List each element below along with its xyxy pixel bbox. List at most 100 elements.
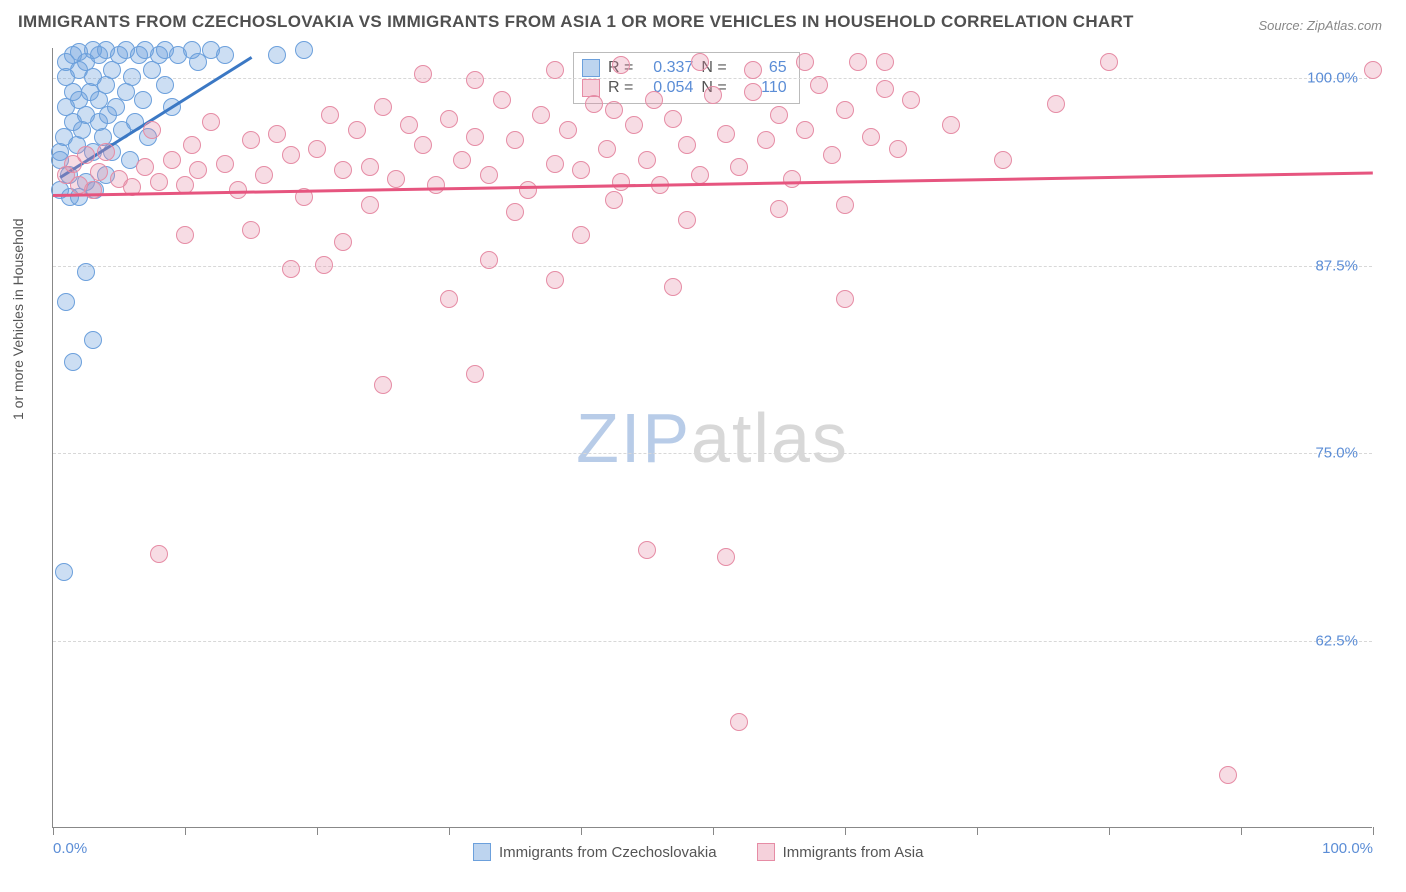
data-point	[862, 128, 880, 146]
data-point	[348, 121, 366, 139]
data-point	[64, 353, 82, 371]
data-point	[334, 161, 352, 179]
data-point	[315, 256, 333, 274]
watermark: ZIPatlas	[576, 398, 849, 478]
data-point	[334, 233, 352, 251]
x-tick-label: 0.0%	[53, 840, 87, 857]
data-point	[519, 181, 537, 199]
data-point	[123, 68, 141, 86]
data-point	[361, 158, 379, 176]
data-point	[183, 136, 201, 154]
swatch-pink-icon	[757, 843, 775, 861]
data-point	[176, 226, 194, 244]
x-tick	[317, 827, 318, 835]
legend-label-blue: Immigrants from Czechoslovakia	[499, 844, 717, 861]
data-point	[506, 131, 524, 149]
data-point	[638, 541, 656, 559]
data-point	[374, 376, 392, 394]
data-point	[585, 95, 603, 113]
stat-r-label: R =	[608, 79, 633, 97]
data-point	[796, 53, 814, 71]
data-point	[134, 91, 152, 109]
data-point	[414, 65, 432, 83]
data-point	[414, 136, 432, 154]
swatch-blue-icon	[582, 59, 600, 77]
data-point	[678, 136, 696, 154]
data-point	[374, 98, 392, 116]
gridline	[53, 78, 1372, 79]
data-point	[268, 125, 286, 143]
data-point	[691, 166, 709, 184]
legend-label-pink: Immigrants from Asia	[783, 844, 924, 861]
x-tick	[1373, 827, 1374, 835]
data-point	[598, 140, 616, 158]
gridline	[53, 266, 1372, 267]
data-point	[678, 211, 696, 229]
data-point	[480, 166, 498, 184]
data-point	[744, 83, 762, 101]
data-point	[572, 226, 590, 244]
x-tick	[581, 827, 582, 835]
data-point	[90, 163, 108, 181]
data-point	[466, 128, 484, 146]
data-point	[546, 61, 564, 79]
x-tick	[713, 827, 714, 835]
data-point	[427, 176, 445, 194]
data-point	[268, 46, 286, 64]
x-tick	[53, 827, 54, 835]
data-point	[942, 116, 960, 134]
data-point	[216, 46, 234, 64]
data-point	[532, 106, 550, 124]
data-point	[1364, 61, 1382, 79]
stat-r-blue: 0.337	[641, 59, 693, 77]
data-point	[387, 170, 405, 188]
data-point	[744, 61, 762, 79]
data-point	[295, 41, 313, 59]
data-point	[717, 125, 735, 143]
data-point	[836, 196, 854, 214]
gridline	[53, 453, 1372, 454]
data-point	[1219, 766, 1237, 784]
data-point	[836, 290, 854, 308]
data-point	[757, 131, 775, 149]
data-point	[889, 140, 907, 158]
data-point	[717, 548, 735, 566]
data-point	[664, 110, 682, 128]
data-point	[730, 158, 748, 176]
data-point	[783, 170, 801, 188]
watermark-atlas: atlas	[691, 399, 849, 477]
trend-line	[53, 171, 1373, 196]
y-axis-title: 1 or more Vehicles in Household	[10, 218, 26, 420]
data-point	[361, 196, 379, 214]
y-tick-label: 100.0%	[1307, 70, 1358, 87]
data-point	[282, 146, 300, 164]
data-point	[605, 191, 623, 209]
data-point	[1047, 95, 1065, 113]
data-point	[84, 331, 102, 349]
data-point	[466, 71, 484, 89]
data-point	[97, 143, 115, 161]
data-point	[836, 101, 854, 119]
bottom-legend: Immigrants from Czechoslovakia Immigrant…	[473, 843, 923, 861]
data-point	[466, 365, 484, 383]
data-point	[321, 106, 339, 124]
data-point	[645, 91, 663, 109]
scatter-plot: ZIPatlas R = 0.337 N = 65 R = 0.054 N = …	[52, 48, 1372, 828]
y-tick-label: 87.5%	[1315, 257, 1358, 274]
data-point	[163, 151, 181, 169]
x-tick	[449, 827, 450, 835]
data-point	[730, 713, 748, 731]
swatch-blue-icon	[473, 843, 491, 861]
data-point	[770, 200, 788, 218]
data-point	[572, 161, 590, 179]
data-point	[242, 221, 260, 239]
data-point	[453, 151, 471, 169]
data-point	[796, 121, 814, 139]
data-point	[902, 91, 920, 109]
data-point	[282, 260, 300, 278]
data-point	[156, 76, 174, 94]
data-point	[506, 203, 524, 221]
x-tick	[185, 827, 186, 835]
data-point	[57, 293, 75, 311]
x-tick	[1109, 827, 1110, 835]
